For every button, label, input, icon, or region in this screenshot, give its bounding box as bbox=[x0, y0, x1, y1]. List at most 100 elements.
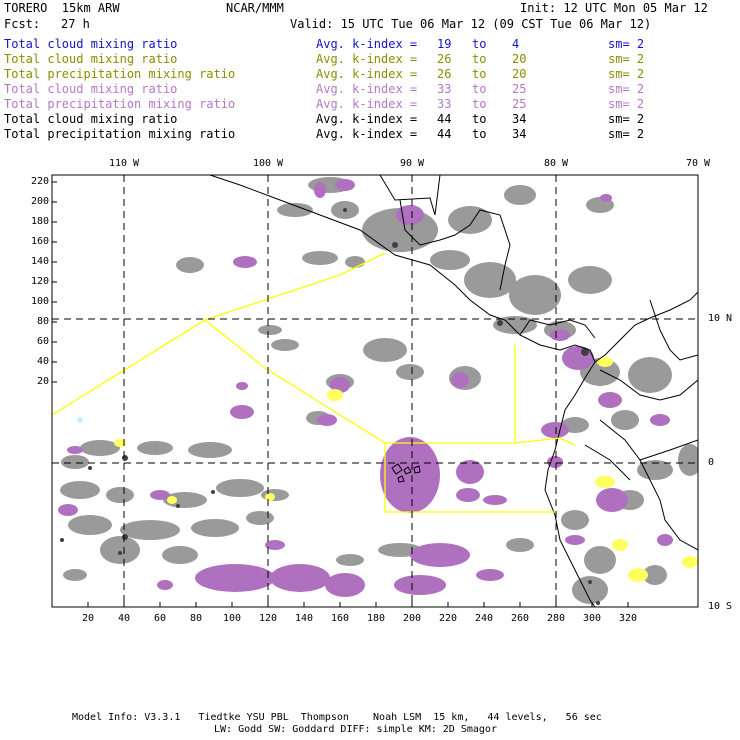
coastline bbox=[209, 175, 698, 607]
x-tick-label: 140 bbox=[294, 613, 314, 624]
map-fields bbox=[52, 175, 698, 607]
legend-to: 4 bbox=[512, 37, 520, 51]
legend-from: 26 bbox=[437, 67, 452, 81]
legend-to-word: to bbox=[472, 52, 487, 66]
x-tick-label: 160 bbox=[330, 613, 350, 624]
legend-from: 44 bbox=[437, 127, 452, 141]
axis-ticks bbox=[52, 175, 699, 607]
y-tick-label: 160 bbox=[30, 236, 49, 247]
legend-sm: sm= 2 bbox=[608, 52, 645, 66]
x-tick-label: 220 bbox=[438, 613, 458, 624]
y-tick-label: 220 bbox=[30, 176, 49, 187]
legend-sm: sm= 2 bbox=[608, 37, 645, 51]
model-info-line2: LW: Godd SW: Goddard DIFF: simple KM: 2D… bbox=[214, 724, 497, 735]
x-tick-label: 260 bbox=[510, 613, 530, 624]
y-tick-label: 100 bbox=[30, 296, 49, 307]
legend-field: Total cloud mixing ratio bbox=[4, 112, 178, 126]
fcst-label: Fcst: bbox=[4, 17, 41, 31]
y-tick-label: 180 bbox=[30, 216, 49, 227]
x-tick-label: 180 bbox=[366, 613, 386, 624]
legend-from: 44 bbox=[437, 112, 452, 126]
legend-to: 20 bbox=[512, 67, 527, 81]
legend-row: Total precipitation mixing ratio Avg. k-i… bbox=[0, 67, 740, 82]
x-tick-label: 320 bbox=[618, 613, 638, 624]
legend-avg: Avg. k-index = bbox=[316, 127, 418, 141]
valid-time: Valid: 15 UTC Tue 06 Mar 12 (09 CST Tue … bbox=[290, 17, 652, 31]
x-tick-label: 20 bbox=[81, 613, 95, 624]
legend-to-word: to bbox=[472, 37, 487, 51]
cloud-core-dark bbox=[60, 208, 600, 605]
legend-to-word: to bbox=[472, 97, 487, 111]
graticule bbox=[52, 175, 698, 607]
legend-to: 34 bbox=[512, 127, 527, 141]
legend-row: Total precipitation mixing ratio Avg. k-i… bbox=[0, 127, 740, 142]
longitude-label: 80 W bbox=[543, 158, 569, 169]
longitude-label: 100 W bbox=[252, 158, 284, 169]
cloud-field-yellow bbox=[114, 357, 698, 582]
legend-avg: Avg. k-index = bbox=[316, 97, 418, 111]
legend-from: 33 bbox=[437, 82, 452, 96]
legend-avg: Avg. k-index = bbox=[316, 67, 418, 81]
init-time: Init: 12 UTC Mon 05 Mar 12 bbox=[520, 1, 708, 15]
legend-field: Total cloud mixing ratio bbox=[4, 82, 178, 96]
x-tick-label: 280 bbox=[546, 613, 566, 624]
y-tick-label: 60 bbox=[36, 336, 49, 347]
domain-outline bbox=[52, 252, 576, 513]
latitude-label: 10 S bbox=[708, 601, 733, 612]
fcst-value: 27 h bbox=[61, 17, 90, 31]
x-tick-label: 40 bbox=[117, 613, 131, 624]
legend-sm: sm= 2 bbox=[608, 67, 645, 81]
legend-to-word: to bbox=[472, 82, 487, 96]
precip-field-purple bbox=[58, 179, 673, 597]
legend-row: Total cloud mixing ratio Avg. k-index = 26… bbox=[0, 52, 740, 67]
legend-avg: Avg. k-index = bbox=[316, 82, 418, 96]
legend-field: Total cloud mixing ratio bbox=[4, 52, 178, 66]
legend-field: Total precipitation mixing ratio bbox=[4, 127, 236, 141]
x-tick-label: 240 bbox=[474, 613, 494, 624]
legend-sm: sm= 2 bbox=[608, 97, 645, 111]
x-tick-label: 200 bbox=[402, 613, 422, 624]
legend-avg: Avg. k-index = bbox=[316, 52, 418, 66]
x-tick-label: 60 bbox=[153, 613, 167, 624]
legend-row: Total cloud mixing ratio Avg. k-index = 19… bbox=[0, 37, 740, 52]
legend-avg: Avg. k-index = bbox=[316, 112, 418, 126]
legend-from: 26 bbox=[437, 52, 452, 66]
legend-field: Total precipitation mixing ratio bbox=[4, 67, 236, 81]
longitude-label: 70 W bbox=[685, 158, 711, 169]
legend-row: Total cloud mixing ratio Avg. k-index = 33… bbox=[0, 82, 740, 97]
legend-sm: sm= 2 bbox=[608, 82, 645, 96]
legend-to: 20 bbox=[512, 52, 527, 66]
cloud-field-gray bbox=[60, 177, 698, 604]
legend-sm: sm= 2 bbox=[608, 127, 645, 141]
legend-to-word: to bbox=[472, 112, 487, 126]
legend-sm: sm= 2 bbox=[608, 112, 645, 126]
latitude-label: 10 N bbox=[708, 313, 733, 324]
longitude-label: 110 W bbox=[108, 158, 140, 169]
latitude-label: 0 bbox=[708, 457, 715, 468]
x-tick-label: 120 bbox=[258, 613, 278, 624]
x-tick-label: 300 bbox=[582, 613, 602, 624]
legend-avg: Avg. k-index = bbox=[316, 37, 418, 51]
legend-to: 25 bbox=[512, 82, 527, 96]
legend-to: 25 bbox=[512, 97, 527, 111]
y-tick-label: 20 bbox=[36, 376, 49, 387]
legend-from: 19 bbox=[437, 37, 452, 51]
x-tick-label: 100 bbox=[222, 613, 242, 624]
y-tick-label: 120 bbox=[30, 276, 49, 287]
legend-field: Total cloud mixing ratio bbox=[4, 37, 178, 51]
y-tick-label: 80 bbox=[36, 316, 49, 327]
legend-to-word: to bbox=[472, 127, 487, 141]
longitude-label: 90 W bbox=[399, 158, 425, 169]
legend-to-word: to bbox=[472, 67, 487, 81]
y-tick-label: 140 bbox=[30, 256, 49, 267]
x-tick-label: 80 bbox=[189, 613, 203, 624]
light-cloud-speck bbox=[77, 417, 83, 423]
map-frame bbox=[51, 174, 699, 608]
legend-row: Total precipitation mixing ratio Avg. k-i… bbox=[0, 97, 740, 112]
legend-to: 34 bbox=[512, 112, 527, 126]
y-tick-label: 40 bbox=[36, 356, 49, 367]
y-tick-label: 200 bbox=[30, 196, 49, 207]
org-label: NCAR/MMM bbox=[226, 1, 284, 15]
legend-row: Total cloud mixing ratio Avg. k-index = 44… bbox=[0, 112, 740, 127]
